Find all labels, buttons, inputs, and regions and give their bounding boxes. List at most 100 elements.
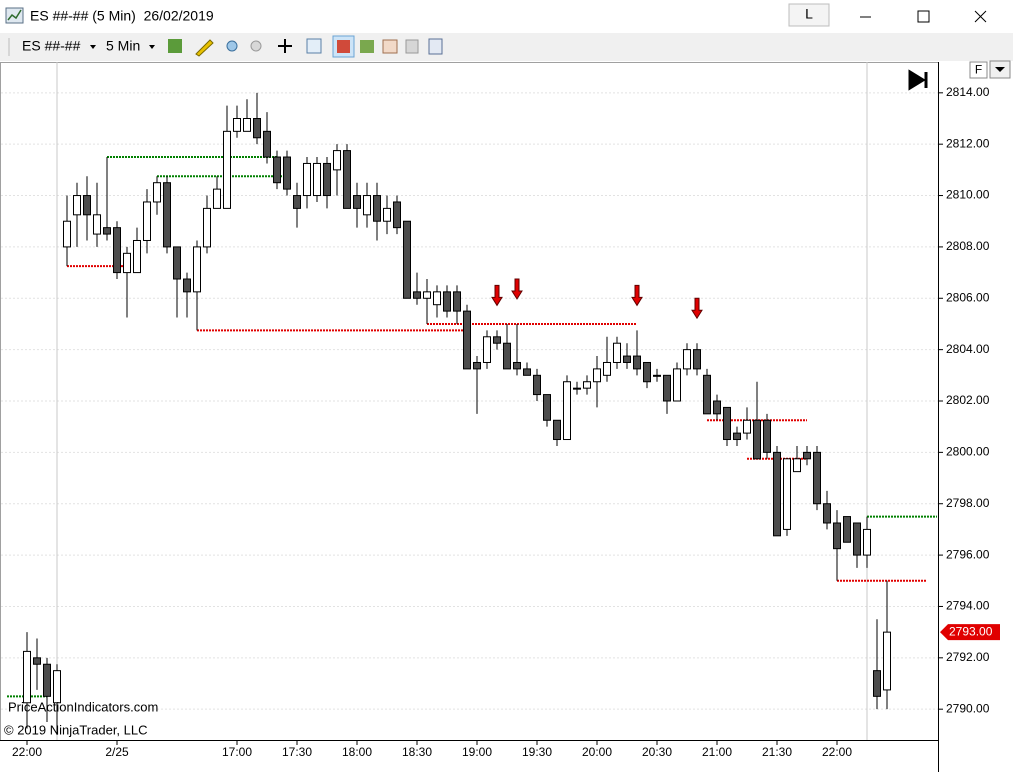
- candle-body: [53, 670, 61, 704]
- draw-tool-button[interactable]: [195, 39, 214, 57]
- y-tick-label: 2808.00: [946, 239, 990, 253]
- x-tick-label: 22:00: [12, 745, 42, 759]
- x-tick-label: 17:00: [222, 745, 252, 759]
- candle-body: [793, 458, 801, 473]
- strategies-button[interactable]: [360, 40, 374, 53]
- candle-body: [293, 195, 301, 209]
- x-tick-label: 20:00: [582, 745, 612, 759]
- candle-body: [273, 156, 281, 184]
- chart-trader-button[interactable]: [428, 38, 443, 55]
- candle-body: [503, 342, 511, 370]
- candle-body: [83, 195, 91, 216]
- data-box-button[interactable]: [306, 38, 322, 54]
- y-tick-label: 2812.00: [946, 136, 990, 150]
- candle-body: [393, 201, 401, 229]
- chart-style-button[interactable]: [168, 39, 182, 53]
- candle-body: [193, 246, 201, 293]
- l-button[interactable]: [788, 3, 830, 27]
- candle-body: [63, 220, 71, 248]
- candle-body: [493, 336, 501, 344]
- candle-body: [223, 130, 231, 209]
- candle-body: [203, 207, 211, 248]
- y-tick-label: 2798.00: [946, 496, 990, 510]
- candle-body: [113, 227, 121, 274]
- candle-body: [263, 130, 271, 158]
- y-tick-label: 2810.00: [946, 188, 990, 202]
- candle-body: [623, 355, 631, 363]
- l-button-label[interactable]: L: [805, 6, 813, 22]
- candle-body: [673, 368, 681, 402]
- templates-button[interactable]: [382, 39, 398, 54]
- candle-body: [703, 374, 711, 415]
- candle-body: [433, 291, 441, 306]
- candle-body: [103, 227, 111, 235]
- last-price-marker: [940, 624, 1000, 641]
- candle-body: [23, 650, 31, 704]
- maximize-button[interactable]: [917, 10, 930, 23]
- candle-body: [853, 522, 861, 556]
- candle-body: [123, 252, 131, 274]
- candle-body: [323, 162, 331, 197]
- candle-body: [233, 118, 241, 132]
- watermark-site: PriceActionIndicators.com: [8, 699, 158, 714]
- watermark-copyright: © 2019 NinjaTrader, LLC: [4, 722, 148, 737]
- candle-body: [773, 451, 781, 537]
- candle-body: [693, 349, 701, 370]
- scroll-to-end-button[interactable]: [908, 69, 928, 91]
- candle-body: [613, 342, 621, 363]
- scale-fixed-button[interactable]: [969, 61, 988, 79]
- y-tick-label: 2800.00: [946, 445, 990, 459]
- candle-body: [783, 458, 791, 530]
- x-tick-label: 18:30: [402, 745, 432, 759]
- interval-dropdown[interactable]: [149, 45, 155, 49]
- signal-arrow: [631, 284, 643, 307]
- candle-body: [633, 355, 641, 370]
- scale-menu-arrow: [995, 67, 1005, 72]
- candle-body: [303, 162, 311, 197]
- candle-body: [213, 188, 221, 209]
- candle-body: [403, 220, 411, 299]
- candle-body: [163, 182, 171, 248]
- candle-body: [463, 310, 471, 370]
- app-icon-line: [7, 9, 22, 21]
- candle-body: [833, 522, 841, 550]
- app-icon: [5, 7, 24, 24]
- zoom-out-button[interactable]: [250, 40, 262, 52]
- toolbar-icons: [168, 35, 443, 58]
- candle-body: [363, 195, 371, 216]
- x-tick-label: 18:00: [342, 745, 372, 759]
- instrument-selector[interactable]: ES ##-##: [22, 38, 81, 54]
- properties-button[interactable]: [405, 39, 419, 54]
- candle-body: [763, 419, 771, 453]
- scale-fixed-label[interactable]: F: [975, 63, 982, 77]
- y-tick-label: 2802.00: [946, 393, 990, 407]
- candle-body: [473, 361, 481, 370]
- y-tick-label: 2794.00: [946, 599, 990, 613]
- candle-body: [553, 419, 561, 441]
- candle-body: [873, 670, 881, 697]
- candle-body: [73, 195, 81, 216]
- candle-body: [643, 361, 651, 383]
- x-tick-label: 17:30: [282, 745, 312, 759]
- instrument-dropdown[interactable]: [90, 45, 96, 49]
- candle-body: [813, 451, 821, 505]
- candle-body: [443, 291, 451, 312]
- x-tick-label: 19:30: [522, 745, 552, 759]
- candle-body: [423, 291, 431, 299]
- candle-body: [313, 162, 321, 197]
- candle-body: [733, 432, 741, 441]
- candle-body: [483, 336, 491, 363]
- candle-body: [603, 361, 611, 376]
- candle-body: [653, 374, 661, 377]
- candle-body: [453, 291, 461, 312]
- candle-body: [743, 419, 751, 434]
- crosshair-button[interactable]: [278, 39, 292, 53]
- candle-body: [543, 394, 551, 421]
- candle-body: [523, 368, 531, 376]
- candle-body: [243, 118, 251, 132]
- y-tick-label: 2804.00: [946, 342, 990, 356]
- zoom-in-button[interactable]: [226, 40, 238, 52]
- candle-body: [713, 400, 721, 415]
- interval-selector[interactable]: 5 Min: [106, 38, 140, 54]
- close-button[interactable]: [974, 10, 987, 23]
